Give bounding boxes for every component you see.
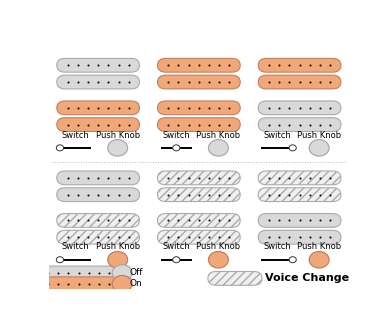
Text: Switch: Switch — [163, 242, 190, 252]
Text: On: On — [129, 279, 142, 288]
Circle shape — [173, 257, 180, 263]
FancyBboxPatch shape — [158, 101, 240, 115]
Text: Switch: Switch — [62, 242, 90, 252]
FancyBboxPatch shape — [258, 171, 341, 185]
Text: Off: Off — [129, 268, 142, 278]
FancyBboxPatch shape — [158, 118, 240, 132]
Circle shape — [112, 265, 132, 281]
Circle shape — [208, 252, 228, 268]
FancyBboxPatch shape — [258, 101, 341, 115]
Text: Push Knob: Push Knob — [95, 242, 140, 252]
FancyBboxPatch shape — [158, 230, 240, 244]
FancyBboxPatch shape — [258, 75, 341, 89]
Circle shape — [108, 252, 128, 268]
FancyBboxPatch shape — [158, 188, 240, 202]
FancyBboxPatch shape — [258, 214, 341, 227]
FancyBboxPatch shape — [258, 188, 341, 202]
FancyBboxPatch shape — [57, 214, 139, 227]
FancyBboxPatch shape — [158, 171, 240, 185]
Circle shape — [56, 145, 64, 151]
Circle shape — [309, 140, 329, 156]
FancyBboxPatch shape — [57, 75, 139, 89]
FancyBboxPatch shape — [57, 230, 139, 244]
FancyBboxPatch shape — [57, 171, 139, 185]
Text: Switch: Switch — [163, 131, 190, 140]
FancyBboxPatch shape — [57, 118, 139, 132]
Text: Voice Change: Voice Change — [265, 273, 349, 283]
FancyBboxPatch shape — [37, 277, 120, 291]
FancyBboxPatch shape — [258, 230, 341, 244]
FancyBboxPatch shape — [158, 58, 240, 72]
Circle shape — [173, 145, 180, 151]
Circle shape — [56, 257, 64, 263]
FancyBboxPatch shape — [37, 266, 120, 280]
FancyBboxPatch shape — [208, 271, 262, 285]
Circle shape — [112, 276, 132, 292]
FancyBboxPatch shape — [57, 188, 139, 202]
Text: Switch: Switch — [263, 242, 291, 252]
Text: Push Knob: Push Knob — [95, 131, 140, 140]
Text: Push Knob: Push Knob — [196, 131, 241, 140]
Circle shape — [289, 257, 296, 263]
FancyBboxPatch shape — [57, 58, 139, 72]
FancyBboxPatch shape — [158, 75, 240, 89]
Text: Push Knob: Push Knob — [196, 242, 241, 252]
Circle shape — [208, 140, 228, 156]
Text: Switch: Switch — [263, 131, 291, 140]
FancyBboxPatch shape — [57, 101, 139, 115]
Text: Push Knob: Push Knob — [297, 131, 341, 140]
Circle shape — [108, 140, 128, 156]
FancyBboxPatch shape — [258, 58, 341, 72]
Circle shape — [309, 252, 329, 268]
FancyBboxPatch shape — [258, 118, 341, 132]
FancyBboxPatch shape — [158, 214, 240, 227]
Text: Push Knob: Push Knob — [297, 242, 341, 252]
Circle shape — [289, 145, 296, 151]
Text: Switch: Switch — [62, 131, 90, 140]
